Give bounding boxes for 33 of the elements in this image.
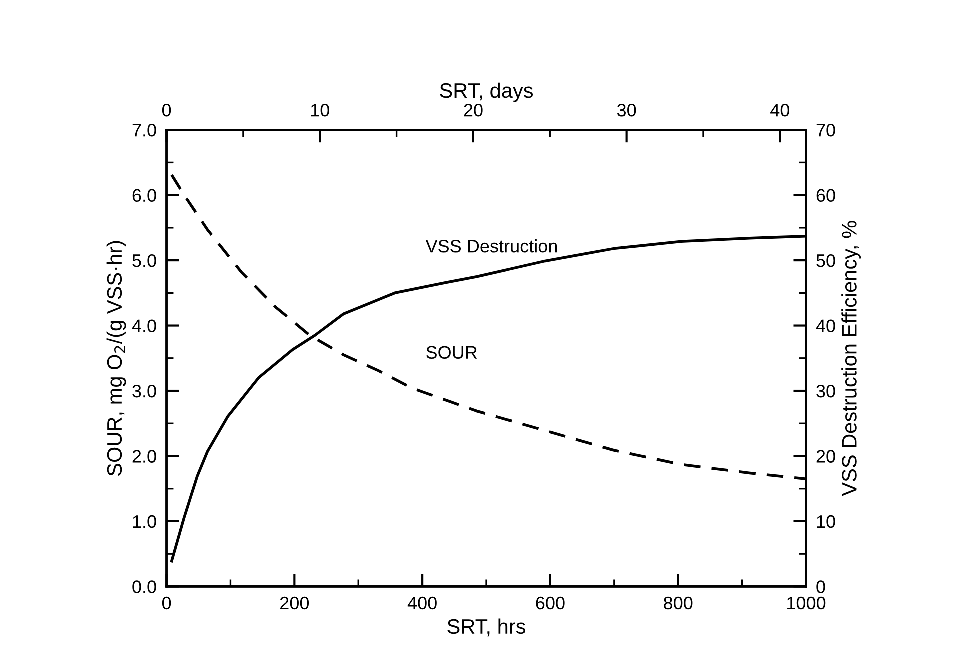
y2-tick-label: 30 — [816, 384, 836, 398]
y-tick-label: 1.0 — [133, 515, 156, 528]
x2-tick-label: 0 — [162, 104, 172, 117]
y-tick-label: 2.0 — [132, 450, 156, 463]
x-tick-label: 800 — [664, 596, 693, 610]
x-tick-label: 200 — [280, 596, 310, 610]
y2-tick-label: 40 — [816, 320, 836, 332]
x2-axis-title: SRT, days — [440, 82, 534, 102]
x-tick-label: 400 — [408, 596, 437, 610]
y-tick-label: 0.0 — [132, 580, 156, 594]
series-label: VSS Destruction — [426, 240, 558, 253]
y-tick-label: 6.0 — [132, 189, 156, 202]
x-axis-title: SRT, hrs — [448, 618, 526, 637]
y-tick-label: 3.0 — [132, 384, 156, 398]
y2-tick-label: 50 — [816, 254, 836, 268]
x-tick-label: 0 — [162, 596, 172, 610]
y2-tick-label: 70 — [816, 124, 836, 137]
y2-tick-label: 20 — [816, 450, 836, 463]
x2-tick-label: 10 — [311, 104, 330, 117]
x-tick-label: 600 — [536, 596, 565, 610]
y2-tick-label: 0 — [816, 580, 826, 594]
x2-tick-label: 20 — [464, 104, 483, 117]
y2-axis-title: VSS Destruction Efficiency, % — [842, 221, 862, 496]
y2-tick-label: 10 — [817, 515, 836, 528]
x2-tick-label: 40 — [770, 104, 790, 117]
series-label: SOUR — [426, 346, 478, 360]
x2-tick-label: 30 — [617, 104, 636, 117]
y-tick-label: 4.0 — [132, 320, 156, 332]
x-tick-label: 1000 — [788, 596, 826, 610]
y2-tick-label: 60 — [816, 189, 836, 202]
y-axis-title: SOUR, mg O$_{2}$/(g VSS·hr) — [106, 241, 126, 476]
y-tick-label: 7.0 — [132, 124, 156, 137]
y-tick-label: 5.0 — [132, 254, 156, 268]
